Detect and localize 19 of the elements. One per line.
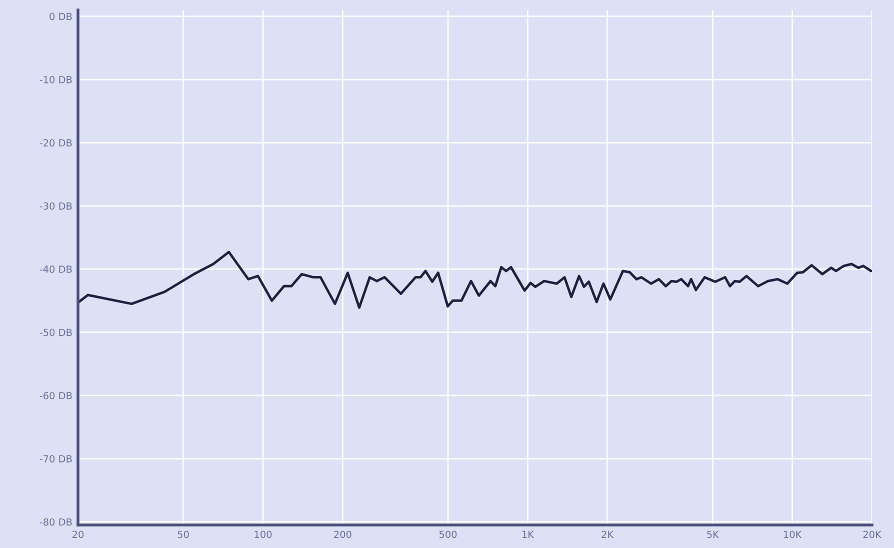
y-tick-label: -80 DB [40, 518, 72, 526]
y-tick-label: -10 DB [40, 76, 72, 84]
x-tick-label: 20K [863, 530, 882, 538]
x-tick-label: 200 [334, 530, 352, 538]
x-tick-label: 1K [522, 530, 534, 538]
y-tick-label: -70 DB [40, 455, 72, 462]
y-tick-label: -60 DB [40, 392, 72, 400]
y-tick-label: -50 DB [40, 328, 72, 336]
x-tick-label: 500 [439, 530, 457, 538]
x-tick-label: 10K [784, 530, 802, 538]
x-tick-label: 2K [602, 530, 614, 538]
x-tick-label: 20 [72, 530, 84, 538]
x-tick-label: 5K [707, 530, 720, 538]
x-tick-label: 50 [178, 530, 189, 538]
x-tick-label: 100 [254, 530, 272, 538]
y-tick-label: -20 DB [40, 139, 72, 147]
y-tick-label: -40 DB [40, 266, 72, 273]
y-tick-label: 0 DB [50, 12, 72, 20]
y-tick-label: -30 DB [40, 202, 72, 210]
